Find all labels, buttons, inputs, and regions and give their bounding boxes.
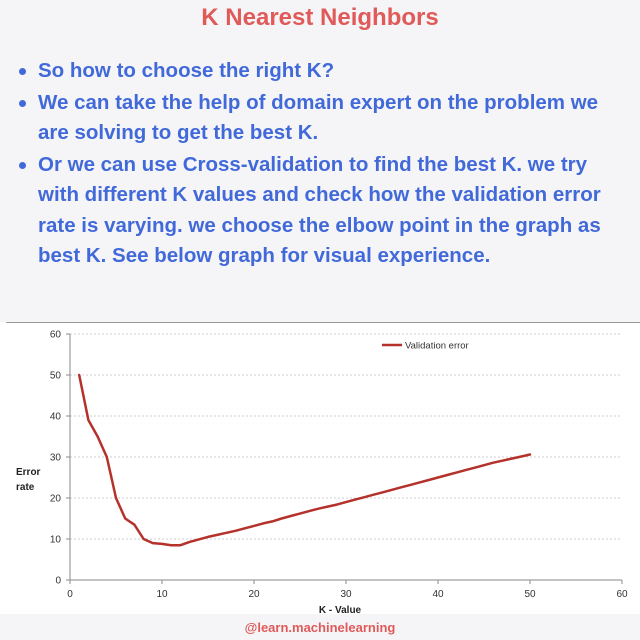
series-line <box>77 373 532 547</box>
bullet-item: So how to choose the right K? <box>16 56 631 87</box>
bullet-text: So how to choose the right K? <box>38 59 335 82</box>
legend-label: Validation error <box>405 341 469 352</box>
bullet-dot-icon <box>19 68 26 75</box>
bullet-item: We can take the help of domain expert on… <box>16 88 631 149</box>
bullet-dot-icon <box>19 99 26 107</box>
x-tick-label: 50 <box>524 589 536 600</box>
footer-handle: @learn.machinelearning <box>244 620 396 635</box>
x-axis-label: K - Value <box>319 605 362 614</box>
y-tick-label: 20 <box>50 494 62 505</box>
bullet-dot-icon <box>19 161 26 169</box>
chart-panel <box>0 322 640 614</box>
page-title: K Nearest Neighbors <box>201 4 439 31</box>
bullet-item: Or we can use Cross-validation to find t… <box>16 150 631 272</box>
y-axis-label: Error <box>16 467 41 478</box>
y-tick-label: 60 <box>50 330 62 341</box>
y-tick-label: 10 <box>50 535 62 546</box>
y-axis-label: rate <box>16 482 35 493</box>
x-tick-label: 10 <box>156 589 168 600</box>
bullet-text: Or we can use Cross-validation to find t… <box>38 152 601 268</box>
y-tick-label: 0 <box>55 576 61 587</box>
y-tick-label: 50 <box>50 371 62 382</box>
x-tick-label: 60 <box>616 589 628 600</box>
x-tick-label: 20 <box>248 589 260 600</box>
chart-divider <box>6 322 640 323</box>
x-tick-label: 30 <box>340 589 352 600</box>
y-tick-label: 40 <box>50 412 62 423</box>
y-tick-label: 30 <box>50 453 62 464</box>
x-tick-label: 0 <box>67 589 73 600</box>
bullet-list: So how to choose the right K? We can tak… <box>16 56 631 273</box>
bullet-text: We can take the help of domain expert on… <box>38 90 599 145</box>
x-tick-label: 40 <box>432 589 444 600</box>
validation-error-chart: 0 10 20 30 40 50 60 0 10 20 30 40 50 60 K - Value Error… <box>16 330 628 615</box>
